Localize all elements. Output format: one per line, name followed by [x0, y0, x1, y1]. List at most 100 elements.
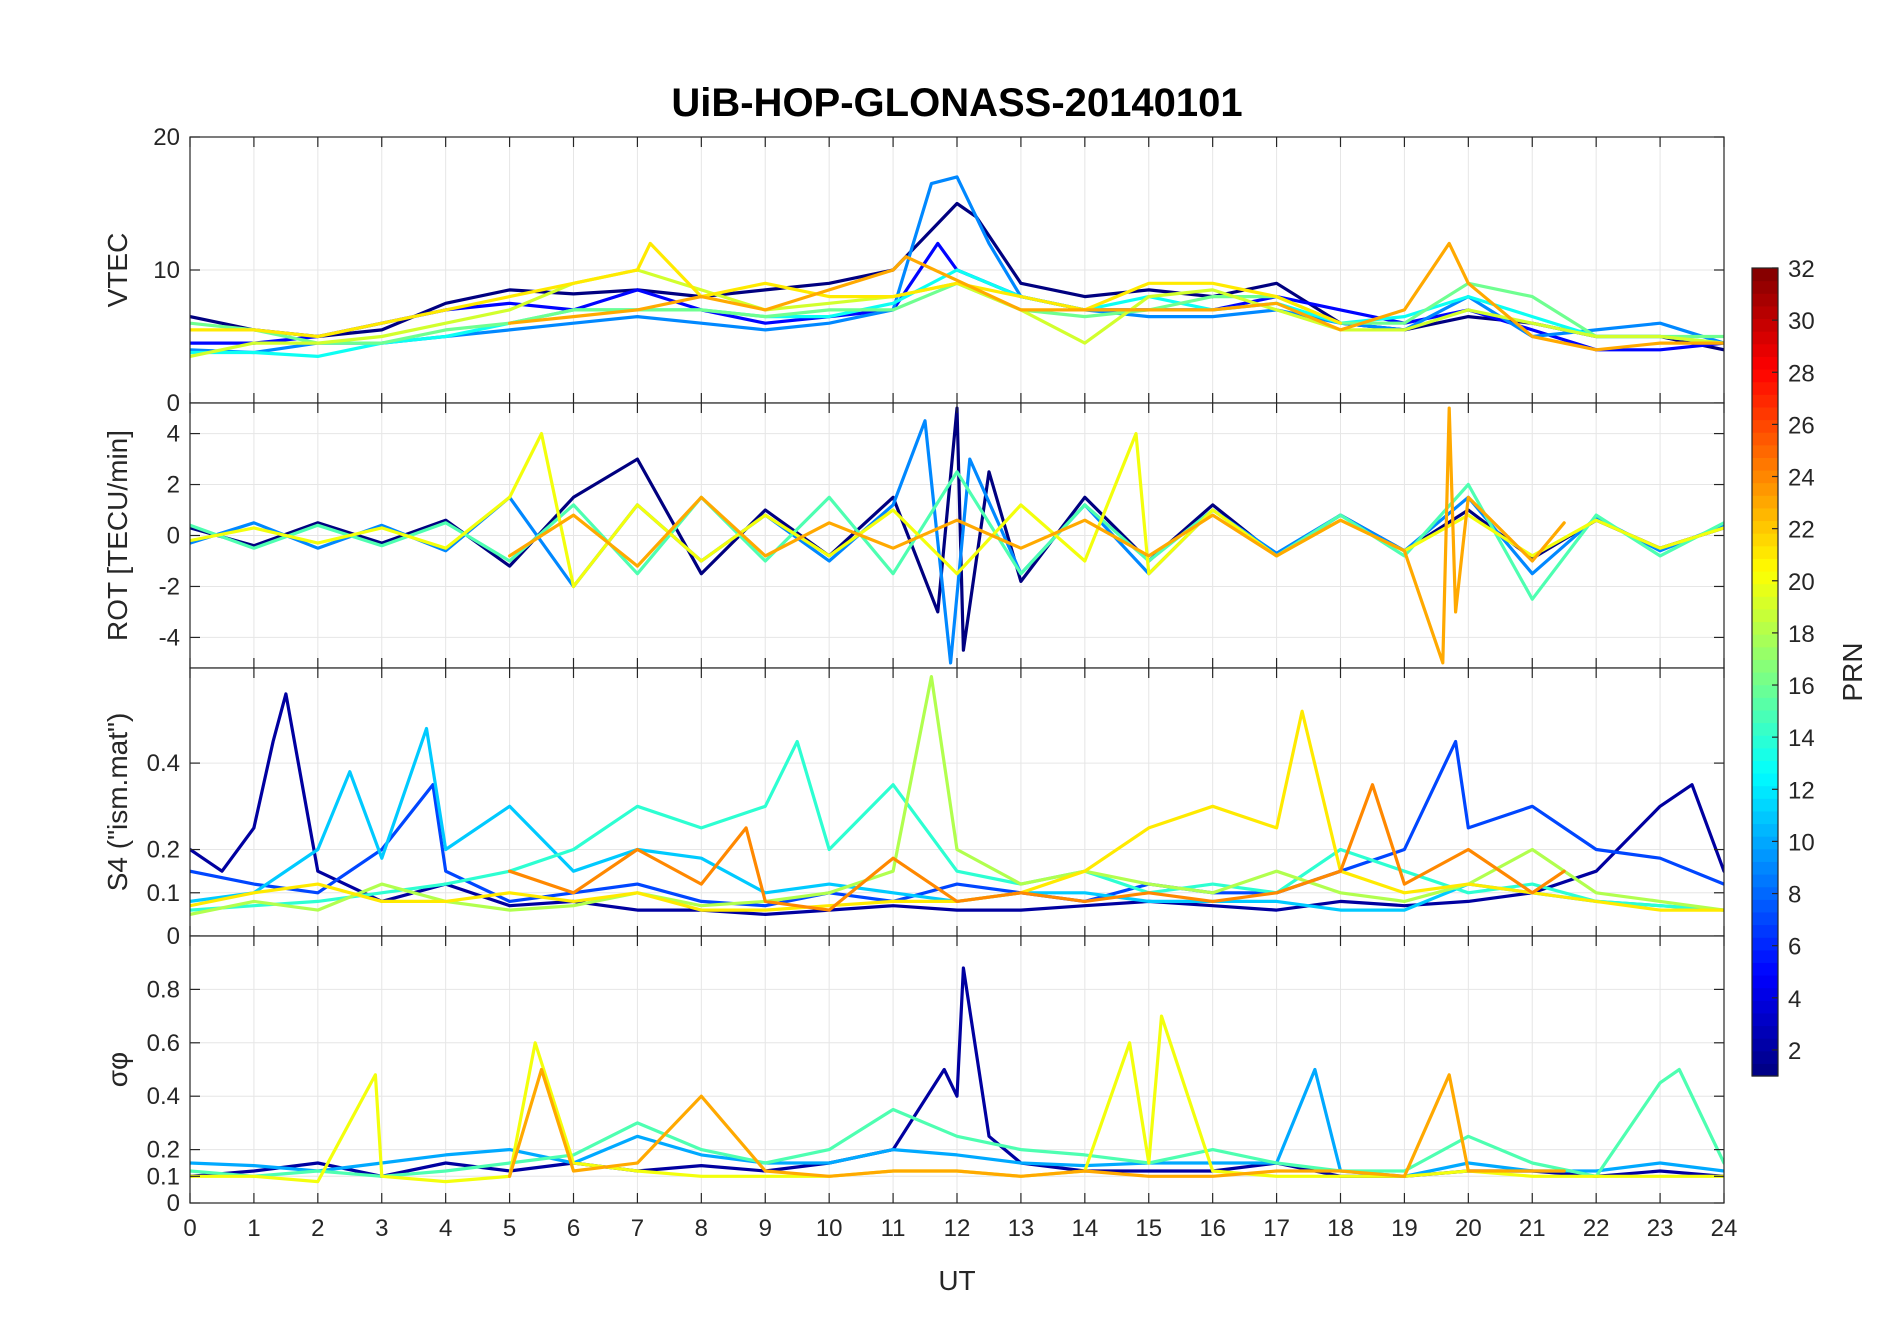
colorbar-segment — [1752, 987, 1778, 1001]
colorbar-tick-label: 16 — [1788, 673, 1815, 700]
x-tick-label: 9 — [759, 1215, 772, 1242]
colorbar-tick-label: 26 — [1788, 412, 1815, 439]
colorbar-segment — [1752, 608, 1778, 623]
colorbar-tick-label: 22 — [1788, 517, 1815, 544]
x-tick-label: 17 — [1263, 1215, 1290, 1242]
x-tick-label: 10 — [816, 1215, 843, 1242]
colorbar-segment — [1752, 773, 1778, 787]
colorbar-segment — [1752, 331, 1778, 345]
series-prn-7 — [190, 739, 1724, 908]
colorbar-segment — [1752, 810, 1778, 825]
x-tick-label: 11 — [881, 1215, 906, 1242]
x-tick-label: 8 — [695, 1215, 708, 1242]
colorbar-segment — [1752, 949, 1778, 963]
series-prn-15 — [190, 470, 1724, 601]
x-tick-label: 13 — [1008, 1215, 1035, 1242]
colorbar-segment — [1752, 861, 1778, 875]
colorbar-segment — [1752, 280, 1778, 294]
colorbar-tick-label: 4 — [1788, 986, 1801, 1013]
colorbar-segment — [1752, 684, 1778, 698]
colorbar-segment — [1752, 1038, 1778, 1052]
colorbar-segment — [1752, 659, 1778, 673]
colorbar-segment — [1752, 507, 1778, 522]
colorbar-segment — [1752, 369, 1778, 383]
series-prn-23 — [508, 241, 1724, 352]
colorbar-segment — [1752, 798, 1778, 812]
colorbar-segment — [1752, 848, 1778, 862]
colorbar-segment — [1752, 406, 1778, 421]
series-prn-15 — [190, 1067, 1724, 1178]
colorbar-segment — [1752, 975, 1778, 989]
y-tick-label: 0.1 — [147, 880, 180, 907]
x-tick-label: 5 — [503, 1215, 516, 1242]
colorbar-tick-label: 18 — [1788, 621, 1815, 648]
x-tick-label: 16 — [1199, 1215, 1226, 1242]
series-prn-14 — [190, 739, 1724, 912]
colorbar-tick-label: 14 — [1788, 725, 1815, 752]
colorbar-segment — [1752, 722, 1778, 736]
colorbar-segment — [1752, 495, 1778, 509]
colorbar-segment — [1752, 899, 1778, 913]
x-tick-label: 24 — [1711, 1215, 1738, 1242]
colorbar-segment — [1752, 1050, 1778, 1064]
x-tick-label: 14 — [1071, 1215, 1098, 1242]
x-tick-label: 21 — [1519, 1215, 1546, 1242]
y-tick-label: -2 — [159, 573, 180, 600]
colorbar-segment — [1752, 444, 1778, 458]
colorbar-segment — [1752, 432, 1778, 446]
traces — [190, 175, 1724, 358]
colorbar-frame — [1751, 267, 1779, 1077]
colorbar-segment — [1752, 760, 1778, 774]
colorbar-tick-label: 10 — [1788, 829, 1815, 856]
colorbar-segment — [1752, 419, 1778, 433]
colorbar-segment — [1752, 874, 1778, 888]
y-tick-label: 0.4 — [147, 1083, 180, 1110]
y-tick-label: 0 — [167, 523, 180, 550]
colorbar-segment — [1752, 545, 1778, 559]
panel-s4: 0 0.1 0.2 0.4 S4 ("ism.mat") — [102, 667, 1725, 950]
x-tick-label: 22 — [1583, 1215, 1610, 1242]
colorbar-segment — [1752, 293, 1778, 307]
colorbar-segment — [1752, 394, 1778, 408]
colorbar-segment — [1752, 697, 1778, 711]
y-axis-label: ROT [TECU/min] — [102, 430, 133, 641]
colorbar-segment — [1752, 482, 1778, 496]
series-prn-23 — [508, 1067, 1566, 1178]
y-tick-label: 2 — [167, 472, 180, 499]
colorbar-segment — [1752, 785, 1778, 799]
series-prn-13 — [190, 268, 1724, 358]
traces — [190, 406, 1724, 665]
y-tick-label: 4 — [167, 421, 180, 448]
colorbar-segment — [1752, 343, 1778, 357]
colorbar-tick-label: 32 — [1788, 256, 1815, 283]
series-prn-9 — [190, 175, 1724, 355]
colorbar-segment — [1752, 533, 1778, 547]
colorbar-segment — [1752, 709, 1778, 724]
colorbar-tick-label: 24 — [1788, 465, 1815, 492]
x-tick-label: 18 — [1327, 1215, 1354, 1242]
colorbar-tick-label: 30 — [1788, 308, 1815, 335]
colorbar-tick-label: 12 — [1788, 777, 1815, 804]
series-prn-11 — [190, 726, 1724, 912]
x-tick-label: 6 — [567, 1215, 580, 1242]
colorbar-segment — [1752, 571, 1778, 585]
colorbar-tick-label: 6 — [1788, 934, 1801, 961]
x-tick-label: 20 — [1455, 1215, 1482, 1242]
colorbar-segment — [1752, 1012, 1778, 1027]
colorbar-segment — [1752, 520, 1778, 534]
colorbar-segment — [1752, 937, 1778, 951]
y-tick-label: 0.1 — [147, 1163, 180, 1190]
colorbar-segment — [1752, 962, 1778, 976]
y-tick-label: 0 — [167, 1190, 180, 1217]
traces — [190, 966, 1724, 1184]
series-prn-23 — [508, 406, 1566, 665]
x-tick-label: 4 — [439, 1215, 452, 1242]
y-axis-label: S4 ("ism.mat") — [102, 713, 133, 892]
y-tick-label: 0 — [167, 923, 180, 950]
y-tick-label: 0.8 — [147, 976, 180, 1003]
colorbar-segment — [1752, 823, 1778, 837]
colorbar-segment — [1752, 646, 1778, 660]
y-tick-label: 0.2 — [147, 837, 180, 864]
colorbar-segment — [1752, 1000, 1778, 1014]
